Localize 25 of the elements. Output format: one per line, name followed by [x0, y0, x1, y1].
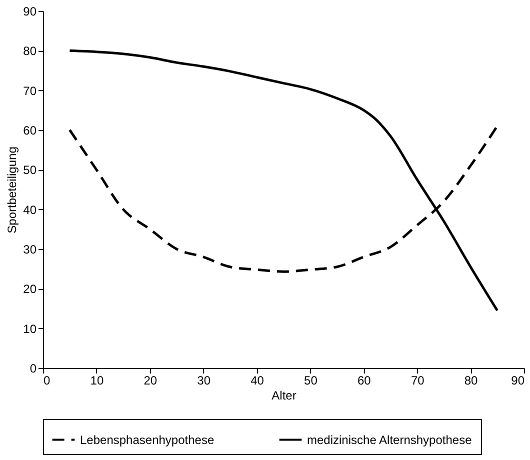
- y-axis-title: Sportbeteiligung: [5, 146, 20, 234]
- y-tick-label: 10: [23, 322, 37, 336]
- x-axis-title: Alter: [272, 388, 296, 402]
- y-tick-label: 70: [23, 84, 37, 98]
- y-tick-label: 50: [23, 163, 37, 178]
- x-tick-label: 60: [357, 374, 372, 388]
- x-tick-label: 50: [304, 374, 318, 388]
- x-tick-label: 70: [410, 374, 425, 388]
- x-tick-label: 0: [44, 374, 50, 388]
- y-tick-label: 0: [30, 362, 37, 376]
- legend-label: medizinische Alternshypothese: [307, 432, 472, 447]
- line-series: [68, 49, 499, 312]
- y-tick-label: 20: [23, 282, 37, 296]
- x-tick-label: 80: [464, 374, 478, 388]
- y-tick-label: 40: [23, 202, 37, 217]
- x-tick-label: 10: [90, 374, 104, 388]
- y-tick-label: 90: [23, 4, 37, 18]
- y-tick-label: 60: [23, 124, 37, 138]
- y-tick-label: 30: [23, 242, 37, 256]
- y-tick-label: 80: [23, 44, 37, 58]
- x-tick-label: 20: [144, 374, 158, 388]
- x-tick-label: 40: [250, 374, 264, 388]
- x-tick-label: 30: [197, 374, 211, 388]
- x-tick-label: 90: [511, 374, 525, 388]
- legend-label: Lebensphasenhypothese: [80, 432, 214, 447]
